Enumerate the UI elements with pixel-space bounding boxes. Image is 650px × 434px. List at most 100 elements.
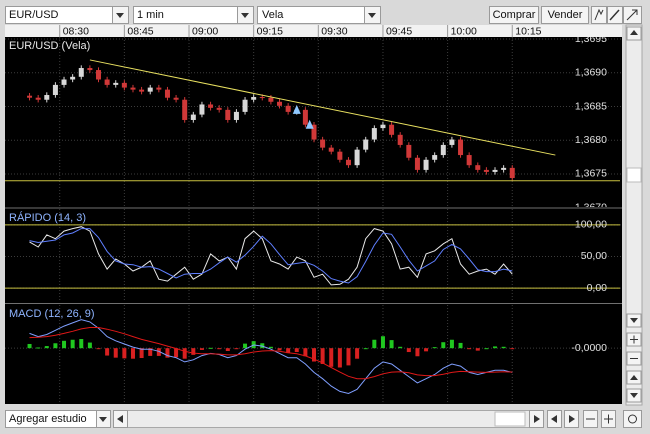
histogram-bar — [156, 348, 161, 356]
chart-type-dropdown[interactable]: Vela — [257, 6, 381, 24]
y-tick-label: 1,3670 — [575, 201, 607, 213]
candle-body — [492, 169, 498, 172]
x-tick-label: 08:30 — [63, 25, 89, 37]
candle-body — [414, 157, 420, 170]
histogram-bar — [87, 342, 92, 349]
candle-body — [320, 139, 326, 148]
candle-body — [27, 95, 33, 98]
candle-body — [233, 111, 239, 120]
histogram-bar — [208, 347, 213, 349]
sell-button[interactable]: Vender — [541, 6, 589, 24]
histogram-bar — [449, 339, 454, 349]
interval-dropdown[interactable]: 1 min — [133, 6, 254, 24]
histogram-bar — [389, 340, 394, 349]
symbol-dropdown[interactable]: EUR/USD — [5, 6, 129, 24]
candle-body — [121, 82, 127, 88]
candle-body — [285, 105, 291, 112]
candle-body — [458, 139, 464, 156]
candle-body — [389, 124, 395, 135]
vertical-scrollbar[interactable] — [625, 24, 643, 406]
histogram-bar — [174, 348, 179, 358]
candle-body — [199, 104, 205, 115]
interval: 1 min — [137, 9, 164, 21]
histogram-bar — [337, 348, 342, 368]
chart-panel: 1,3670 1,3675 1,3680 1,3685 1,3690 1,3695 EUR/… — [5, 37, 622, 213]
candle-body — [113, 82, 119, 85]
y-tick-label: 1,3685 — [575, 100, 607, 112]
candle-body — [182, 99, 188, 120]
indicator-line — [29, 228, 513, 284]
pen-tool-button[interactable] — [607, 6, 623, 24]
histogram-bar — [467, 348, 472, 350]
zoom-buttons[interactable] — [583, 410, 642, 428]
candle-body — [475, 165, 481, 170]
candle-body — [406, 144, 412, 158]
histogram-bar — [501, 346, 506, 349]
candle-body — [302, 109, 308, 125]
y-tick-label: 1,3675 — [575, 168, 607, 180]
histogram-bar — [312, 348, 316, 362]
histogram-bar — [139, 348, 144, 359]
candle-body — [104, 79, 110, 85]
histogram-bar — [346, 348, 351, 366]
chart-area — [5, 37, 622, 404]
time-axis-header — [5, 25, 622, 37]
histogram-bar — [268, 346, 273, 349]
draw-tool-button[interactable] — [591, 6, 607, 24]
y-tick-label: -0,0000 — [571, 342, 607, 354]
candle-body — [70, 76, 76, 80]
candle-body — [449, 139, 455, 145]
horizontal-scrollbar[interactable] — [113, 410, 579, 428]
expand-button[interactable] — [623, 6, 642, 24]
candle-body — [35, 97, 41, 100]
sell-label: Vender — [548, 9, 583, 21]
histogram-bar — [398, 346, 403, 349]
candle-body — [509, 167, 515, 178]
histogram-bar — [234, 348, 239, 350]
candle-body — [147, 87, 153, 92]
histogram-bar — [182, 348, 187, 359]
histogram-bar — [441, 342, 446, 349]
histogram-bar — [113, 348, 118, 358]
candle-body — [466, 155, 472, 166]
histogram-bar — [96, 348, 101, 350]
buy-button[interactable]: Comprar — [489, 6, 539, 24]
chart-type: Vela — [262, 9, 284, 21]
histogram-bar — [329, 348, 334, 367]
histogram-bar — [217, 348, 222, 350]
candle-body — [363, 139, 369, 150]
candle-body — [164, 89, 170, 98]
histogram-bar — [484, 348, 489, 350]
signal-arrow — [305, 119, 314, 129]
signal-arrow — [292, 104, 301, 114]
y-tick-label: 1,3690 — [575, 67, 607, 79]
candle-body — [259, 97, 265, 99]
histogram-bar — [105, 348, 110, 356]
candle-body — [423, 159, 429, 170]
y-tick-label: 100,00 — [575, 219, 607, 231]
x-tick-label: 09:30 — [321, 25, 347, 37]
indicator-line — [29, 327, 513, 380]
histogram-bar — [243, 343, 248, 349]
x-tick-label: 09:45 — [386, 25, 412, 37]
candle-body — [139, 89, 145, 92]
candle-body — [337, 151, 343, 160]
candle-body — [277, 101, 283, 106]
y-tick-label: 1,3680 — [575, 134, 607, 146]
histogram-bar — [36, 347, 41, 349]
x-tick-label: 09:15 — [257, 25, 283, 37]
histogram-bar — [130, 348, 135, 359]
x-tick-label: 10:00 — [451, 25, 477, 37]
histogram-bar — [165, 348, 170, 358]
histogram-bar — [406, 348, 411, 353]
histogram-bar — [458, 342, 463, 349]
add-study-dropdown[interactable]: Agregar estudio — [5, 410, 111, 428]
candle-body — [225, 109, 231, 120]
add-study: Agregar estudio — [9, 413, 87, 425]
histogram-bar — [424, 348, 429, 352]
candle-body — [432, 155, 438, 160]
histogram-bar — [199, 348, 204, 350]
candle-body — [173, 97, 179, 100]
candle-body — [130, 87, 136, 90]
candle-body — [242, 99, 248, 112]
